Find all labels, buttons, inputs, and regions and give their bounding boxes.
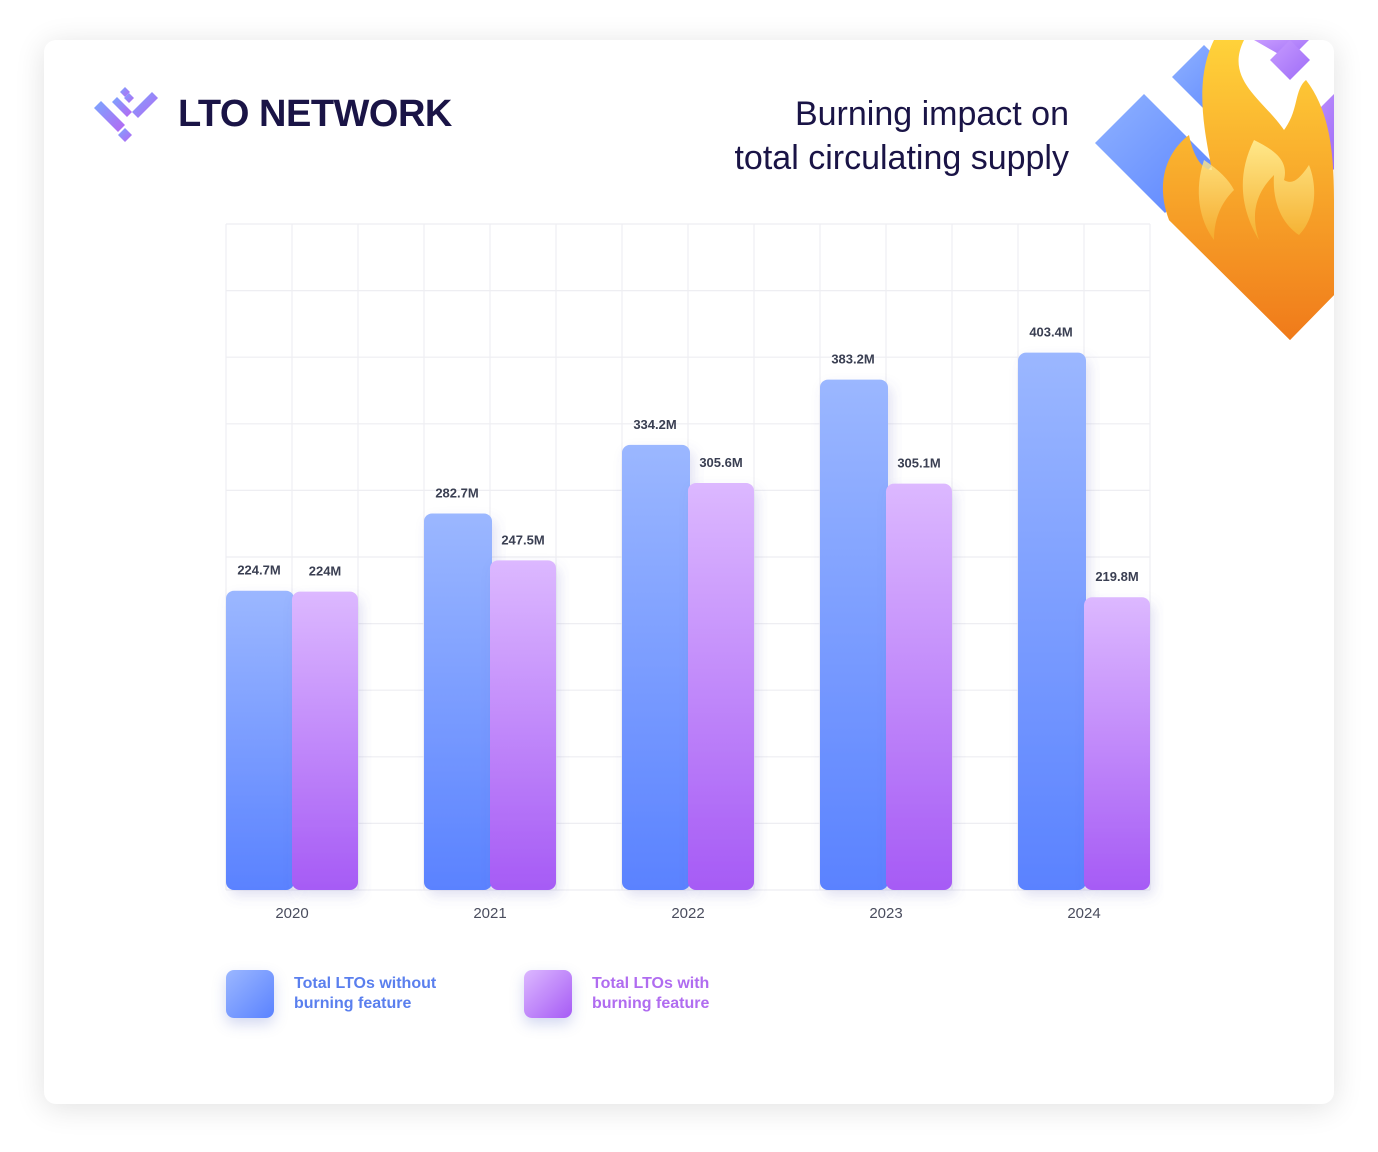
bar-without-burning	[1018, 352, 1086, 890]
bar-without-burning	[226, 590, 294, 890]
chart-card: LTO NETWORK Burning impact on total circ…	[44, 40, 1334, 1104]
bar-with-burning	[292, 591, 358, 890]
bar-with-burning	[688, 482, 754, 890]
legend-swatch-without	[226, 970, 274, 1018]
legend-label-with: Total LTOs with burning feature	[592, 975, 710, 1012]
legend-label-without: Total LTOs without burning feature	[294, 975, 437, 1012]
bar-with-burning	[1084, 597, 1150, 890]
flame-icon	[1095, 40, 1334, 340]
chart-bars	[226, 352, 1150, 890]
value-label-without-burning: 403.4M	[1029, 325, 1072, 340]
value-label-with-burning: 247.5M	[501, 532, 544, 547]
bar-without-burning	[424, 513, 492, 890]
bar-chart: 224.7M 224M 2020 282.7M 247.5M 2021 334.2M 305.…	[225, 223, 1151, 922]
legend-item-with-burning: Total LTOs with burning feature	[524, 970, 752, 1018]
chart-title-line-1: Burning impact on	[794, 95, 1069, 133]
brand: LTO NETWORK	[92, 84, 452, 144]
value-label-with-burning: 224M	[309, 564, 342, 579]
chart-title: Burning impact on total circulating supp…	[734, 92, 1069, 180]
bar-without-burning	[622, 444, 690, 890]
bar-without-burning	[820, 379, 888, 890]
value-label-with-burning: 219.8M	[1095, 569, 1138, 584]
legend-item-without-burning: Total LTOs without burning feature	[226, 970, 454, 1018]
value-label-without-burning: 383.2M	[831, 352, 874, 367]
bar-with-burning	[886, 483, 952, 890]
x-tick-label: 2020	[275, 905, 308, 922]
x-tick-label: 2024	[1067, 905, 1100, 922]
x-tick-label: 2023	[869, 905, 902, 922]
bar-with-burning	[490, 560, 556, 890]
chart-title-line-2: total circulating supply	[734, 139, 1069, 177]
chart-labels: 224.7M 224M 2020 282.7M 247.5M 2021 334.2M 305.…	[237, 325, 1138, 922]
x-tick-label: 2021	[473, 905, 506, 922]
value-label-without-burning: 282.7M	[435, 485, 478, 500]
brand-name: LTO NETWORK	[178, 93, 452, 135]
value-label-without-burning: 224.7M	[237, 563, 280, 578]
value-label-with-burning: 305.6M	[699, 455, 742, 470]
x-tick-label: 2022	[671, 905, 704, 922]
legend-swatch-with	[524, 970, 572, 1018]
value-label-without-burning: 334.2M	[633, 417, 676, 432]
lto-logo-icon	[94, 87, 158, 142]
value-label-with-burning: 305.1M	[897, 456, 940, 471]
